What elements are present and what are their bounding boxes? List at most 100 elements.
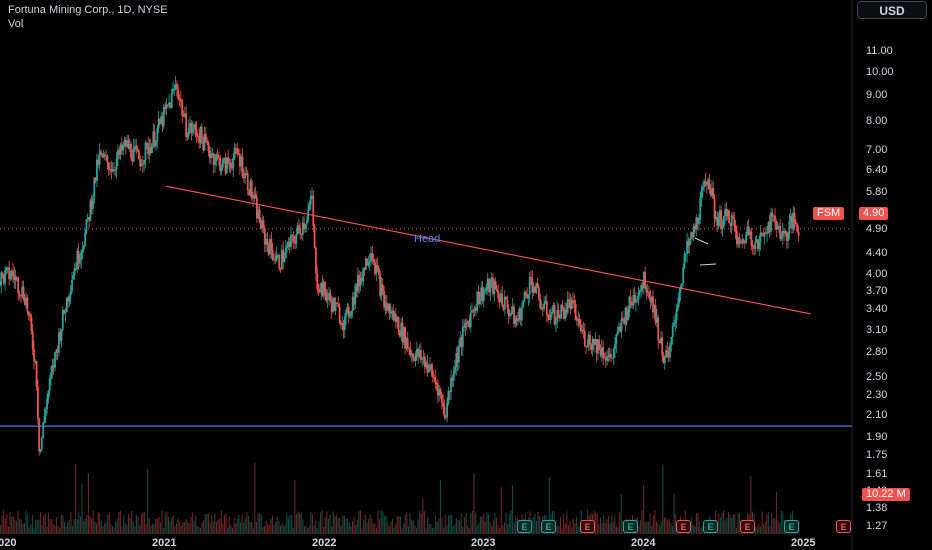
- candle: [381, 278, 384, 295]
- candle: [517, 312, 519, 326]
- earnings-marker[interactable]: E: [580, 520, 595, 533]
- candle: [472, 309, 475, 320]
- currency-button[interactable]: USD: [857, 1, 927, 19]
- earnings-marker[interactable]: E: [676, 520, 691, 533]
- volume-bar: [558, 526, 560, 534]
- volume-bar: [91, 518, 93, 534]
- volume-bar: [107, 514, 109, 534]
- volume-bar: [62, 515, 64, 534]
- candle: [141, 155, 144, 174]
- volume-bar: [283, 525, 285, 534]
- candle: [17, 276, 20, 301]
- candle: [675, 304, 678, 329]
- candle: [199, 125, 202, 149]
- volume-bar: [595, 513, 597, 534]
- candle: [500, 289, 502, 303]
- earnings-marker[interactable]: E: [517, 520, 532, 533]
- earnings-marker[interactable]: E: [703, 520, 718, 533]
- candle: [375, 258, 378, 282]
- ticker-tag: FSM: [813, 207, 845, 220]
- candle: [111, 162, 114, 173]
- price-tick-label: 4.90: [866, 223, 888, 235]
- volume-bar: [217, 519, 219, 534]
- candle: [265, 233, 267, 252]
- earnings-marker[interactable]: E: [740, 520, 755, 533]
- candle: [220, 164, 223, 176]
- candle: [241, 148, 244, 179]
- volume-bar: [692, 524, 694, 534]
- candle: [8, 260, 10, 286]
- earnings-marker[interactable]: E: [541, 520, 556, 533]
- volume-bar: [563, 514, 565, 534]
- candle: [5, 266, 8, 275]
- volume-bar: [137, 517, 139, 534]
- candle: [406, 331, 409, 353]
- volume-bar: [579, 526, 581, 534]
- volume-bar: [255, 521, 257, 534]
- candle: [599, 344, 602, 358]
- candle: [172, 81, 174, 95]
- candle: [102, 149, 105, 159]
- candle: [560, 303, 563, 319]
- candle: [464, 318, 467, 337]
- candle: [570, 296, 573, 311]
- candle: [505, 296, 507, 300]
- candle: [593, 338, 595, 352]
- candle: [48, 374, 51, 396]
- volume-bar: [435, 516, 437, 534]
- volume-bar: [447, 515, 449, 534]
- candle: [490, 272, 493, 288]
- candle: [215, 152, 218, 167]
- candle: [37, 379, 39, 425]
- volume-bar: [119, 511, 121, 534]
- candle: [414, 351, 417, 367]
- earnings-marker[interactable]: E: [784, 520, 799, 533]
- candle: [136, 145, 139, 153]
- volume-bar: [143, 512, 145, 534]
- earnings-marker[interactable]: E: [836, 520, 851, 533]
- candle: [410, 349, 413, 362]
- volume-bar: [494, 513, 496, 534]
- candle: [119, 142, 122, 161]
- volume-bar: [81, 484, 83, 534]
- candle: [279, 267, 282, 273]
- volume-bar: [489, 521, 491, 534]
- candle: [395, 308, 397, 329]
- volume-bar: [174, 525, 176, 534]
- candle: [784, 229, 787, 237]
- candle: [0, 270, 3, 294]
- candle: [594, 332, 597, 345]
- volume-bar: [249, 521, 251, 534]
- volume-bar: [163, 527, 165, 534]
- volume-bar: [454, 524, 456, 534]
- head-annotation[interactable]: Head: [414, 233, 441, 245]
- volume-bar: [25, 510, 27, 534]
- volume-bar: [260, 514, 262, 534]
- candle: [465, 318, 468, 331]
- volume-bar: [270, 519, 272, 534]
- price-tick-label: 1.27: [866, 520, 888, 532]
- volume-bar: [513, 522, 515, 534]
- candle: [358, 269, 361, 294]
- price-tick-label: 1.61: [866, 468, 888, 480]
- volume-bar: [52, 523, 54, 534]
- volume-bar: [307, 527, 309, 534]
- volume-bar: [273, 525, 275, 534]
- candle: [341, 315, 344, 331]
- volume-bar: [358, 511, 360, 534]
- volume-bar: [371, 518, 373, 534]
- earnings-marker[interactable]: E: [623, 520, 638, 533]
- candle: [182, 110, 185, 118]
- candle: [320, 281, 323, 301]
- candle: [210, 147, 212, 165]
- candle: [532, 281, 535, 297]
- volume-bar: [27, 514, 29, 534]
- candle: [274, 251, 277, 264]
- volume-bar: [403, 523, 405, 534]
- volume-bar: [171, 517, 173, 534]
- volume-bar: [764, 521, 766, 534]
- volume-bar: [364, 514, 366, 534]
- volume-bar: [495, 517, 497, 534]
